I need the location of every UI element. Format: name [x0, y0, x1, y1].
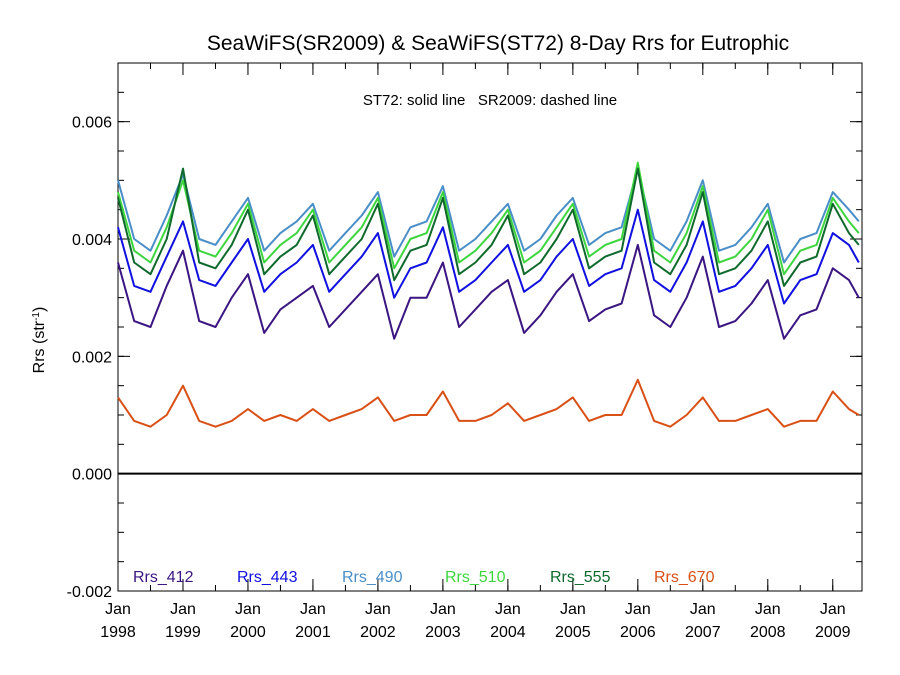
x-tick-label-month: Jan	[625, 601, 651, 618]
legend-item-rrs-510: Rrs_510	[445, 569, 506, 586]
series-line-rrs-443	[117, 208, 860, 305]
x-tick-label-year: 2009	[815, 624, 851, 641]
plot-area: -0.002 0.000 0.002 0.004 0.006 Jan 1998 Jan 1999…	[67, 62, 863, 641]
x-tick-label-year: 2004	[490, 624, 526, 641]
series-line-rrs-670	[117, 378, 860, 428]
x-tick-label-year: 2000	[230, 624, 266, 641]
y-axis-label-main: Rrs (str	[31, 320, 48, 373]
x-tick-label-year: 2007	[685, 624, 721, 641]
x-tick-label-month: Jan	[820, 601, 846, 618]
x-tick-label-year: 2005	[555, 624, 591, 641]
x-tick-label-month: Jan	[495, 601, 521, 618]
x-tick-label-month: Jan	[300, 601, 326, 618]
legend-item-rrs-555: Rrs_555	[550, 569, 611, 586]
y-axis-label: Rrs (str-1)	[31, 307, 49, 374]
legend-item-rrs-670: Rrs_670	[654, 569, 715, 586]
x-tick-label-month: Jan	[365, 601, 391, 618]
x-tick-label-month: Jan	[430, 601, 456, 618]
y-tick-label: -0.002	[67, 584, 112, 601]
x-tick-label-month: Jan	[170, 601, 196, 618]
x-tick-label-year: 1998	[100, 624, 136, 641]
y-tick-label: 0.000	[72, 467, 112, 484]
x-tick-label-year: 2002	[360, 624, 396, 641]
y-tick-label: 0.004	[72, 232, 112, 249]
x-tick-label-month: Jan	[105, 601, 131, 618]
y-tick-label: 0.006	[72, 115, 112, 132]
x-tick-label-month: Jan	[755, 601, 781, 618]
x-tick-label-month: Jan	[690, 601, 716, 618]
plot-frame	[117, 62, 863, 592]
legend-item-rrs-490: Rrs_490	[342, 569, 403, 586]
legend-item-rrs-412: Rrs_412	[133, 569, 194, 586]
x-tick-label-year: 2006	[620, 624, 656, 641]
series-line-rrs-555	[117, 167, 860, 287]
x-tick-label-year: 2003	[425, 624, 461, 641]
series-line-rrs-412	[117, 243, 860, 340]
series-line-rrs-490	[117, 167, 860, 264]
series-line-rrs-510	[117, 161, 860, 276]
x-tick-label-year: 2001	[295, 624, 331, 641]
x-tick-label-year: 2008	[750, 624, 786, 641]
chart-title: SeaWiFS(SR2009) & SeaWiFS(ST72) 8-Day Rr…	[207, 32, 789, 55]
x-tick-label-month: Jan	[235, 601, 261, 618]
legend-item-rrs-443: Rrs_443	[237, 569, 298, 586]
y-tick-label: 0.002	[72, 349, 112, 366]
y-axis-label-sup: -1	[31, 312, 42, 321]
x-tick-label-month: Jan	[560, 601, 586, 618]
y-axis-label-close: )	[31, 307, 48, 312]
line-style-annotation: ST72: solid line SR2009: dashed line	[363, 92, 617, 109]
x-tick-label-year: 1999	[165, 624, 201, 641]
